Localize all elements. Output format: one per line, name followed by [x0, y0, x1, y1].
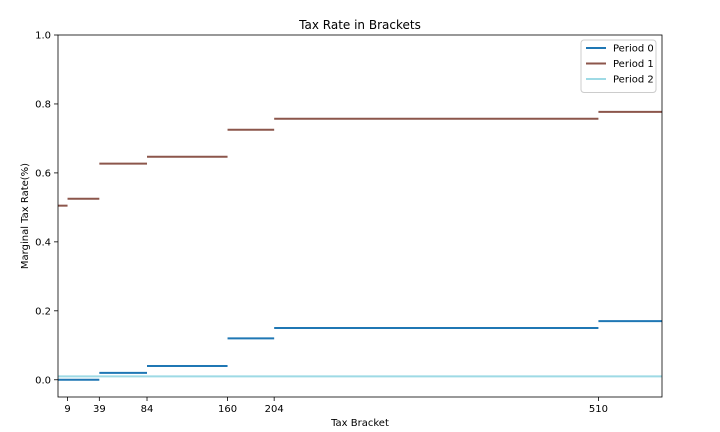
axes-frame — [57, 34, 663, 398]
y-tick-label: 0.4 — [35, 237, 51, 248]
y-tick-label: 0.0 — [35, 375, 51, 386]
chart-title: Tax Rate in Brackets — [298, 18, 421, 32]
series-1 — [58, 110, 662, 207]
y-tick-label: 1.0 — [35, 31, 51, 42]
x-tick-label: 39 — [93, 404, 106, 415]
x-tick-label: 84 — [141, 404, 154, 415]
series-0 — [58, 320, 662, 381]
y-tick-label: 0.6 — [35, 168, 51, 179]
plot-area: 0.0 0.2 0.4 0.6 0.8 1.0 9 39 84 160 204 510 — [35, 31, 663, 415]
x-tick-label: 160 — [218, 404, 237, 415]
y-axis-title: Marginal Tax Rate(%) — [20, 163, 31, 269]
x-tick-label: 9 — [64, 404, 70, 415]
y-tick-label: 0.8 — [35, 99, 51, 110]
legend: Period 0 Period 1 Period 2 — [580, 39, 657, 93]
legend-label-1: Period 1 — [613, 59, 654, 70]
x-axis-title: Tax Bracket — [330, 418, 389, 429]
x-tick-label: 510 — [589, 404, 608, 415]
legend-label-2: Period 2 — [613, 75, 654, 86]
x-tick-label: 204 — [265, 404, 284, 415]
y-tick-label: 0.2 — [35, 306, 51, 317]
legend-label-0: Period 0 — [613, 44, 654, 55]
